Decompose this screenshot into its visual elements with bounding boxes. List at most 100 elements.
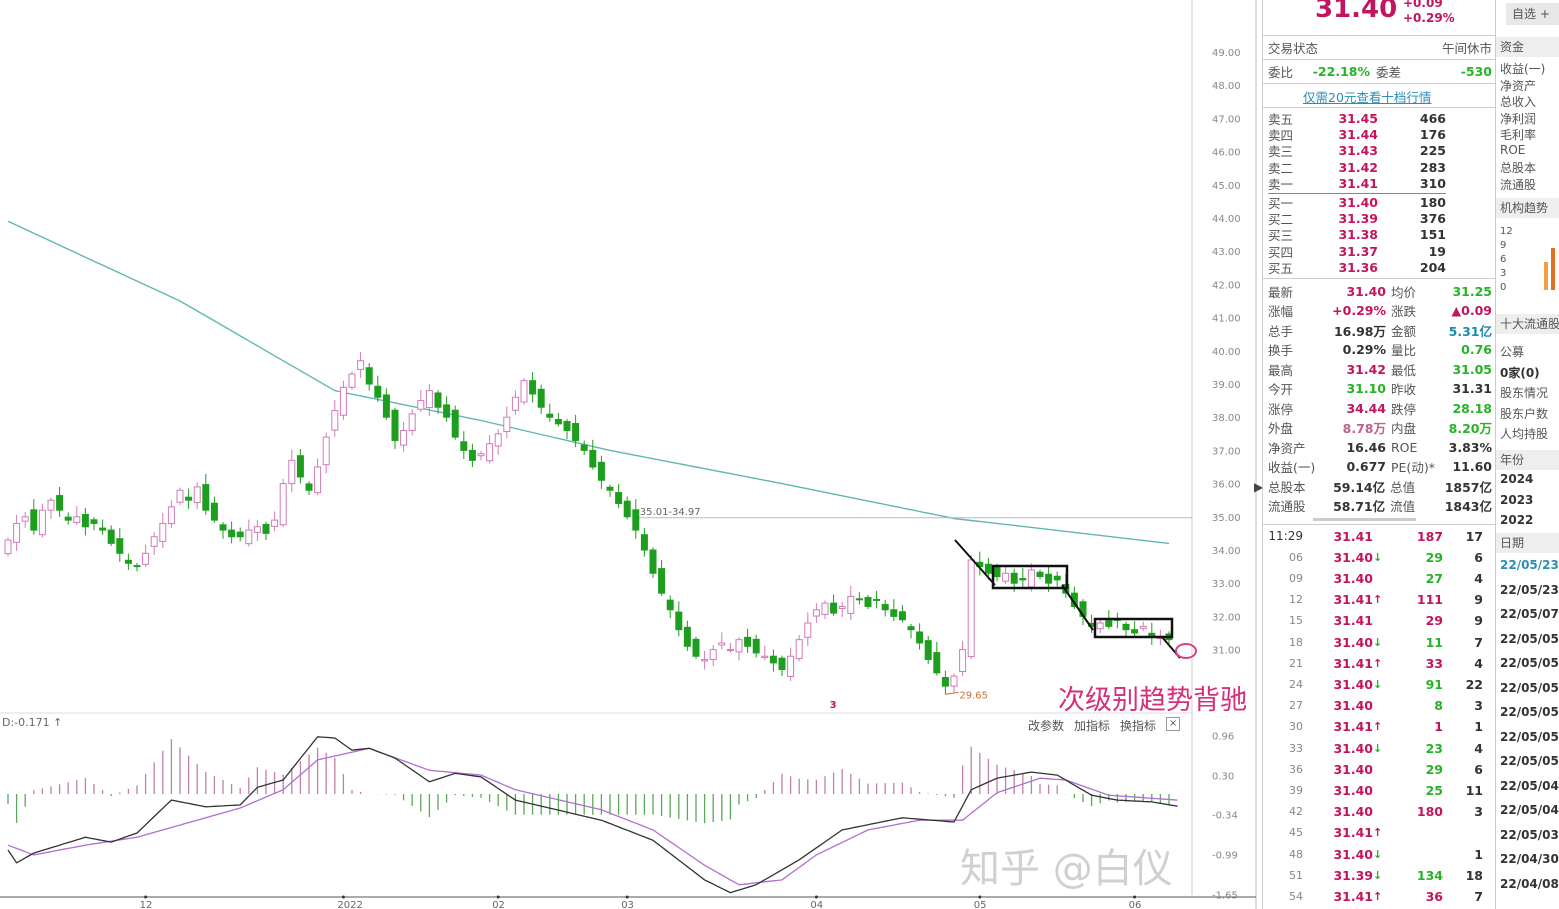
orderbook-row[interactable]: 买五 31.36 204	[1268, 260, 1458, 276]
holder-item[interactable]: 公募	[1500, 345, 1525, 359]
switch-indicator-button[interactable]: 换指标	[1120, 719, 1157, 733]
tick-row[interactable]: 12 31.41 ↑ 111 9	[1268, 590, 1490, 610]
macd-dif-line	[7, 736, 1178, 894]
level-qty: 376	[1419, 210, 1446, 226]
tick-row[interactable]: 11:29 31.41 187 17	[1268, 526, 1490, 546]
status-label: 交易状态	[1268, 40, 1319, 56]
top10-holders-header[interactable]: 十大流通股	[1496, 314, 1559, 334]
tick-row[interactable]: 15 31.41 29 9	[1268, 611, 1490, 631]
candle-down	[1010, 572, 1018, 584]
tick-row[interactable]: 36 31.40 29 6	[1268, 759, 1490, 779]
candle-up	[838, 605, 846, 609]
date-item[interactable]: 22/05/04	[1500, 803, 1559, 817]
date-item[interactable]: 22/05/04	[1500, 778, 1559, 793]
level-label: 买五	[1268, 261, 1294, 277]
metric-item[interactable]: 毛利率	[1500, 128, 1537, 142]
orderbook-row[interactable]: 买一 31.40 180	[1268, 194, 1458, 211]
metric-item[interactable]: 收益(一)	[1500, 62, 1546, 76]
tick-time: 51	[1289, 868, 1303, 882]
date-item[interactable]: 22/04/08	[1500, 876, 1559, 891]
year-item[interactable]: 2024	[1500, 472, 1534, 486]
modify-params-button[interactable]: 改参数	[1028, 719, 1065, 733]
order-ratio-row: 委比 -22.18% 委差 -530	[1268, 62, 1492, 80]
tick-row[interactable]: 42 31.40 180 3	[1268, 802, 1490, 822]
tick-row[interactable]: 48 31.40 ↓ 1	[1268, 844, 1490, 864]
reference-line-label: 35.01-34.97	[640, 507, 701, 518]
collapse-panel-icon[interactable]: ▶	[1254, 480, 1264, 494]
metric-item[interactable]: 流通股	[1500, 177, 1537, 192]
moving-average-line	[7, 220, 1170, 545]
level-price: 31.36	[1338, 260, 1378, 276]
tick-row[interactable]: 45 31.41 ↑	[1268, 823, 1490, 843]
metric-item[interactable]: 净资产	[1500, 78, 1537, 93]
orderbook-row[interactable]: 买三 31.38 151	[1268, 227, 1458, 243]
candle-up	[339, 386, 347, 416]
level-label: 卖五	[1268, 111, 1294, 127]
stat-value: 31.42	[1346, 361, 1386, 377]
inst-axis-tick: 0	[1500, 282, 1507, 293]
date-item[interactable]: 22/05/03	[1500, 827, 1559, 842]
bar-marker-label: 3	[830, 700, 837, 711]
holder-item[interactable]: 股东情况	[1500, 386, 1549, 400]
metric-item[interactable]: 总收入	[1500, 95, 1537, 109]
candle-up	[150, 536, 158, 547]
candle-down	[537, 388, 545, 408]
metric-item[interactable]: 净利润	[1500, 111, 1537, 126]
year-item[interactable]: 2022	[1500, 513, 1534, 527]
candle-up	[357, 360, 365, 370]
price-change-pct: +0.29%	[1403, 11, 1455, 25]
date-item[interactable]: 22/05/05	[1500, 754, 1559, 768]
date-item[interactable]: 22/05/05	[1500, 705, 1559, 719]
metric-item[interactable]: ROE	[1500, 142, 1526, 157]
tick-row[interactable]: 30 31.41 ↑ 1 1	[1268, 717, 1490, 737]
level-price: 31.39	[1338, 210, 1378, 226]
tick-row[interactable]: 54 31.41 ↑ 36 7	[1268, 886, 1490, 906]
candle-up	[271, 519, 279, 527]
orderbook-row[interactable]: 买四 31.37 19	[1268, 243, 1458, 260]
orderbook-row[interactable]: 买二 31.39 376	[1268, 210, 1458, 227]
date-item[interactable]: 22/05/05	[1500, 656, 1559, 670]
tick-row[interactable]: 09 31.40 27 4	[1268, 568, 1490, 588]
candle-up	[73, 516, 81, 523]
metric-item[interactable]: 总股本	[1500, 161, 1537, 175]
date-item[interactable]: 22/05/05	[1500, 631, 1559, 646]
orderbook-row[interactable]: 卖一 31.41 310	[1268, 176, 1458, 192]
candle-down	[133, 565, 141, 568]
candle-down	[124, 559, 132, 564]
date-item[interactable]: 22/04/30	[1500, 852, 1559, 866]
tick-price: 31.41	[1333, 719, 1373, 735]
promo-link[interactable]: 仅需20元查看十档行情	[1303, 90, 1432, 105]
candle-up	[13, 522, 21, 543]
tick-row[interactable]: 06 31.40 ↓ 29 6	[1268, 547, 1490, 567]
date-item[interactable]: 22/05/07	[1500, 607, 1559, 621]
add-indicator-button[interactable]: 加指标	[1074, 719, 1111, 733]
trend-arrow-line	[954, 539, 996, 586]
funds-header[interactable]: 资金	[1496, 37, 1559, 57]
holder-item[interactable]: 人均持股	[1500, 427, 1549, 441]
holder-item[interactable]: 0家(0)	[1500, 365, 1540, 380]
orderbook-row[interactable]: 卖五 31.45 466	[1268, 110, 1458, 127]
date-item[interactable]: 22/05/05	[1500, 729, 1559, 744]
close-indicator-icon[interactable]: ×	[1166, 717, 1181, 731]
kline-chart[interactable]: 49.00 48.00 47.00 46.00 45.00 44.00 43.00 42.00…	[0, 0, 1262, 909]
tick-row[interactable]: 33 31.40 ↓ 23 4	[1268, 738, 1490, 758]
tick-time: 48	[1289, 847, 1303, 861]
tick-row[interactable]: 51 31.39 ↓ 134 18	[1268, 865, 1490, 885]
tick-row[interactable]: 39 31.40 25 11	[1268, 780, 1490, 800]
tick-row[interactable]: 18 31.40 ↓ 11 7	[1268, 632, 1490, 652]
orderbook-row[interactable]: 卖四 31.44 176	[1268, 126, 1458, 143]
date-item[interactable]: 22/05/23	[1500, 582, 1559, 597]
candle-down	[1019, 578, 1027, 581]
add-favorite-button[interactable]: 自选 +	[1506, 3, 1559, 25]
year-item[interactable]: 2023	[1500, 492, 1534, 507]
trade-status-row: 交易状态 午间休市	[1268, 38, 1492, 56]
tick-row[interactable]: 27 31.40 8 3	[1268, 696, 1490, 716]
holder-item[interactable]: 股东户数	[1500, 406, 1549, 421]
date-item[interactable]: 22/05/05	[1500, 680, 1559, 695]
tick-row[interactable]: 21 31.41 ↑ 33 4	[1268, 653, 1490, 673]
tick-row[interactable]: 24 31.40 ↓ 91 22	[1268, 674, 1490, 694]
orderbook-row[interactable]: 卖三 31.43 225	[1268, 143, 1458, 159]
orderbook-row[interactable]: 卖二 31.42 283	[1268, 159, 1458, 176]
date-item[interactable]: 22/05/23	[1500, 558, 1559, 572]
institution-trend-header[interactable]: 机构趋势	[1496, 198, 1559, 218]
